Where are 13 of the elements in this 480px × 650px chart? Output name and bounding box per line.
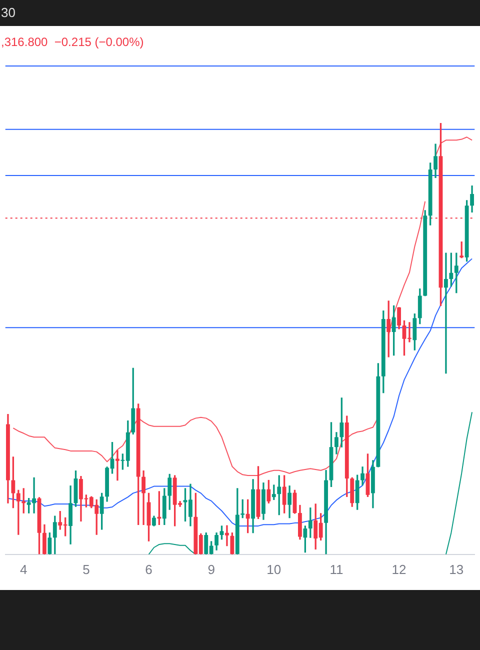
x-tick-label: 12 <box>392 562 406 577</box>
candlestick <box>225 525 229 546</box>
text: 30 <box>1 5 16 20</box>
x-tick-label: 10 <box>266 562 282 577</box>
x-tick-label: 9 <box>208 562 215 577</box>
candlestick <box>116 450 120 481</box>
x-tick-label: 11 <box>330 562 344 577</box>
x-tick-label: 4 <box>20 562 28 577</box>
x-tick-label: 13 <box>449 562 464 577</box>
candlestick <box>444 252 448 374</box>
x-tick-label: 6 <box>145 562 152 577</box>
text: ,316.800 −0.215 (−0.00%) <box>1 35 144 49</box>
x-tick-label: 5 <box>82 562 90 577</box>
